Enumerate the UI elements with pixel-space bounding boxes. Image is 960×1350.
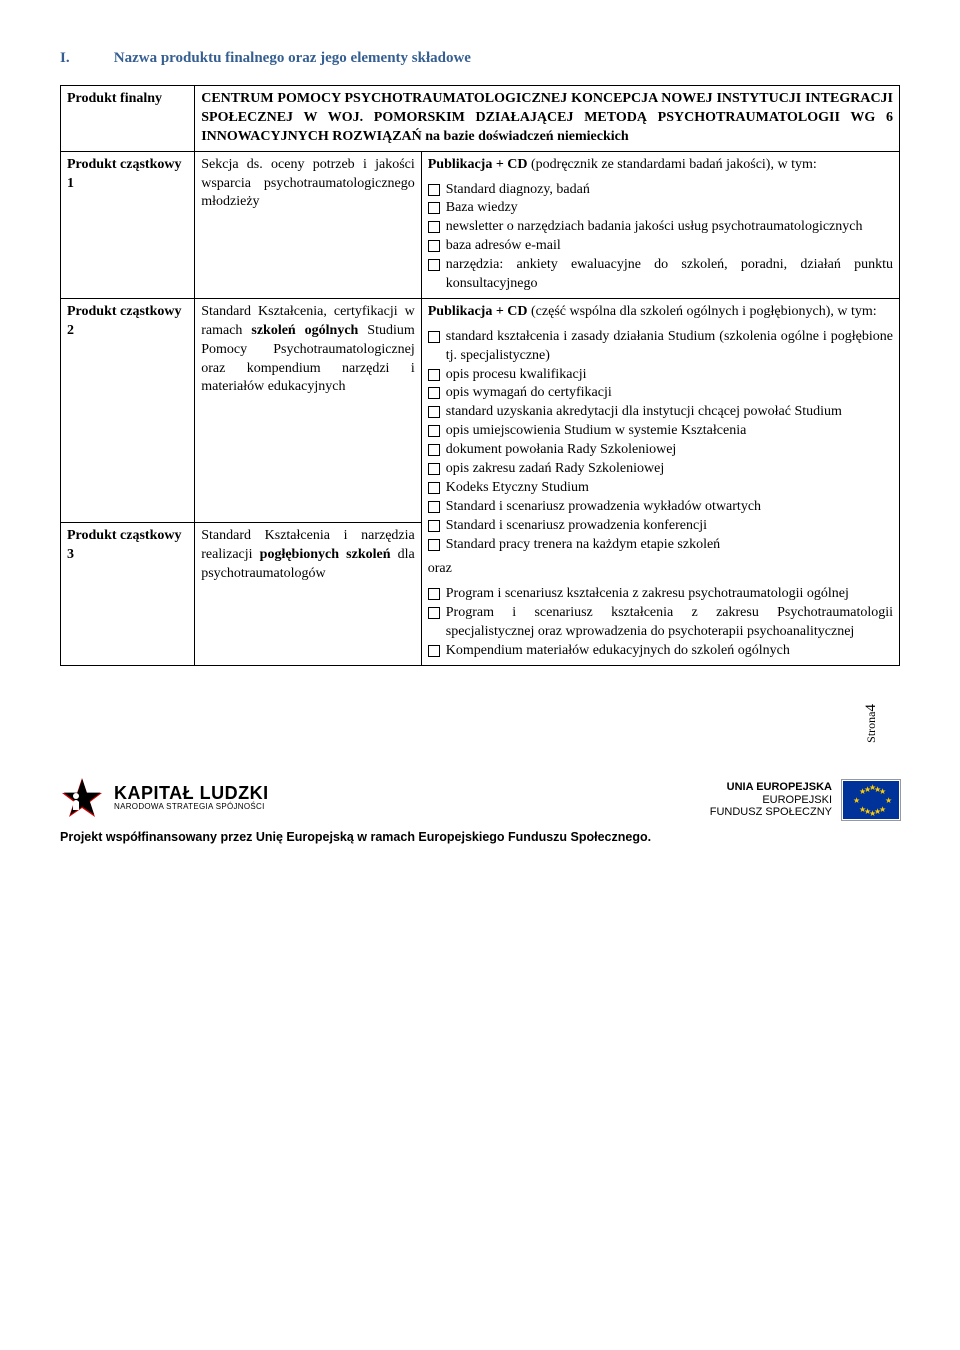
footer-cofinance-line: Projekt współfinansowany przez Unię Euro… bbox=[60, 830, 900, 844]
section-title-text: Nazwa produktu finalnego oraz jego eleme… bbox=[114, 50, 471, 66]
cell-p1-col3: Publikacja + CD (podręcznik ze standarda… bbox=[421, 151, 899, 298]
p1-intro-bold: Publikacja + CD bbox=[428, 157, 528, 172]
list-item: opis procesu kwalifikacji bbox=[428, 366, 893, 385]
list-item: Standard diagnozy, badań bbox=[428, 181, 893, 200]
list-item: Standard i scenariusz prowadzenia konfer… bbox=[428, 517, 893, 536]
list-item: Baza wiedzy bbox=[428, 199, 893, 218]
logo-kapital-ludzki: KAPITAŁ LUDZKI NARODOWA STRATEGIA SPÓJNO… bbox=[60, 776, 269, 820]
section-roman: I. bbox=[60, 50, 110, 67]
ue-text: UNIA EUROPEJSKA EUROPEJSKI FUNDUSZ SPOŁE… bbox=[710, 781, 832, 819]
list-item: standard uzyskania akredytacji dla insty… bbox=[428, 403, 893, 422]
section-heading: I. Nazwa produktu finalnego oraz jego el… bbox=[60, 50, 900, 67]
list-item: Standard i scenariusz prowadzenia wykład… bbox=[428, 498, 893, 517]
list-item: standard kształcenia i zasady działania … bbox=[428, 328, 893, 366]
cell-label-p2: Produkt cząstkowy 2 bbox=[61, 298, 195, 523]
page-label: Strona bbox=[864, 711, 878, 742]
cell-final-text: CENTRUM POMOCY PSYCHOTRAUMATOLOGICZNEJ K… bbox=[195, 86, 900, 152]
list-item: Kompendium materiałów edukacyjnych do sz… bbox=[428, 642, 893, 661]
p23-checklist-2: Program i scenariusz kształcenia z zakre… bbox=[428, 585, 893, 661]
list-item: Program i scenariusz kształcenia z zakre… bbox=[428, 585, 893, 604]
table-row: Produkt cząstkowy 1 Sekcja ds. oceny pot… bbox=[61, 151, 900, 298]
p23-intro-rest: (część wspólna dla szkoleń ogólnych i po… bbox=[531, 304, 877, 319]
p3-col2-b: pogłębionych szkoleń bbox=[260, 547, 391, 562]
cell-p3-col2: Standard Kształcenia i narzędzia realiza… bbox=[195, 523, 422, 666]
list-item: narzędzia: ankiety ewaluacyjne do szkole… bbox=[428, 256, 893, 294]
ue-l2: EUROPEJSKI bbox=[710, 794, 832, 807]
products-table: Produkt finalny CENTRUM POMOCY PSYCHOTRA… bbox=[60, 85, 900, 666]
logo-ue: UNIA EUROPEJSKA EUROPEJSKI FUNDUSZ SPOŁE… bbox=[710, 780, 900, 820]
list-item: newsletter o narzędziach badania jakości… bbox=[428, 218, 893, 237]
p23-checklist-1: standard kształcenia i zasady działania … bbox=[428, 328, 893, 555]
p1-intro-rest: (podręcznik ze standardami badań jakości… bbox=[531, 157, 817, 172]
cell-p1-col2: Sekcja ds. oceny potrzeb i jakości wspar… bbox=[195, 151, 422, 298]
list-item: baza adresów e-mail bbox=[428, 237, 893, 256]
cell-label-final: Produkt finalny bbox=[61, 86, 195, 152]
list-item: dokument powołania Rady Szkoleniowej bbox=[428, 441, 893, 460]
page-number-side: Strona4 bbox=[863, 704, 880, 743]
kl-text: KAPITAŁ LUDZKI NARODOWA STRATEGIA SPÓJNO… bbox=[114, 784, 269, 811]
table-row: Produkt finalny CENTRUM POMOCY PSYCHOTRA… bbox=[61, 86, 900, 152]
cell-label-p1: Produkt cząstkowy 1 bbox=[61, 151, 195, 298]
list-item: Program i scenariusz kształcenia z zakre… bbox=[428, 604, 893, 642]
cell-p2-col2: Standard Kształcenia, certyfikacji w ram… bbox=[195, 298, 422, 523]
list-item: opis umiejscowienia Studium w systemie K… bbox=[428, 422, 893, 441]
table-row: Produkt cząstkowy 2 Standard Kształcenia… bbox=[61, 298, 900, 523]
footer-logos: KAPITAŁ LUDZKI NARODOWA STRATEGIA SPÓJNO… bbox=[60, 776, 900, 820]
page-num: 4 bbox=[863, 704, 879, 712]
cell-p23-col3: Publikacja + CD (część wspólna dla szkol… bbox=[421, 298, 899, 665]
eu-flag-icon: ★ ★ ★ ★ ★ ★ ★ ★ ★ ★ ★ ★ bbox=[842, 780, 900, 820]
cell-label-p3: Produkt cząstkowy 3 bbox=[61, 523, 195, 666]
ue-l3: FUNDUSZ SPOŁECZNY bbox=[710, 806, 832, 819]
kl-small: NARODOWA STRATEGIA SPÓJNOŚCI bbox=[114, 803, 269, 811]
ue-l1: UNIA EUROPEJSKA bbox=[710, 781, 832, 794]
p1-checklist: Standard diagnozy, badań Baza wiedzy new… bbox=[428, 181, 893, 294]
p23-intro-bold: Publikacja + CD bbox=[428, 304, 528, 319]
list-item: Kodeks Etyczny Studium bbox=[428, 479, 893, 498]
oraz-label: oraz bbox=[428, 560, 893, 579]
kl-big: KAPITAŁ LUDZKI bbox=[114, 784, 269, 803]
kl-star-icon bbox=[60, 776, 104, 820]
list-item: Standard pracy trenera na każdym etapie … bbox=[428, 536, 893, 555]
list-item: opis zakresu zadań Rady Szkoleniowej bbox=[428, 460, 893, 479]
list-item: opis wymagań do certyfikacji bbox=[428, 384, 893, 403]
p2-col2-b: szkoleń ogólnych bbox=[251, 323, 358, 338]
